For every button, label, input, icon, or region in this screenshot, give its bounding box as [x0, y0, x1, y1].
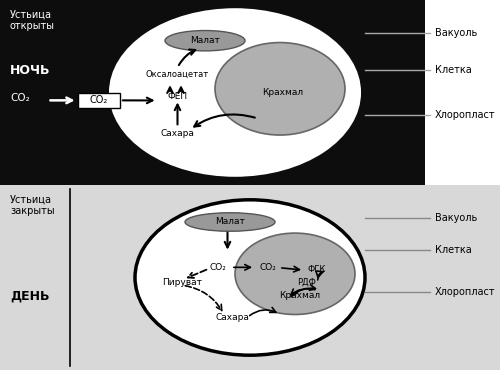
Text: Малат: Малат — [190, 36, 220, 45]
Text: CO₂: CO₂ — [259, 263, 276, 272]
Text: РДФ: РДФ — [298, 278, 316, 287]
Text: CO₂: CO₂ — [90, 95, 108, 105]
Ellipse shape — [215, 43, 345, 135]
Text: ФГК: ФГК — [308, 265, 326, 274]
Text: Устьица
закрыты: Устьица закрыты — [10, 194, 54, 216]
Text: Крахмал: Крахмал — [280, 290, 320, 300]
Text: Устьица
открыты: Устьица открыты — [10, 9, 55, 31]
Text: Малат: Малат — [215, 218, 245, 226]
Bar — [0, 0, 425, 185]
Text: НОЧЬ: НОЧЬ — [10, 64, 50, 77]
Text: Клетка: Клетка — [435, 65, 472, 75]
Text: Вакуоль: Вакуоль — [435, 213, 477, 223]
Text: ФЕП: ФЕП — [168, 92, 188, 101]
Text: Хлоропласт: Хлоропласт — [435, 287, 496, 297]
Text: Клетка: Клетка — [435, 245, 472, 255]
Text: Сахара: Сахара — [160, 129, 194, 138]
Ellipse shape — [135, 200, 365, 355]
Text: ДЕНЬ: ДЕНЬ — [10, 289, 50, 303]
Ellipse shape — [185, 213, 275, 231]
Ellipse shape — [110, 9, 360, 176]
Text: Сахара: Сахара — [216, 313, 250, 322]
Text: CO₂: CO₂ — [10, 93, 30, 103]
Ellipse shape — [165, 30, 245, 51]
Text: Пируват: Пируват — [162, 278, 202, 287]
Text: Оксалоацетат: Оксалоацетат — [146, 70, 209, 78]
Bar — [78, 92, 120, 108]
Text: CO₂: CO₂ — [209, 263, 226, 272]
Text: Крахмал: Крахмал — [262, 88, 303, 97]
Text: Вакуоль: Вакуоль — [435, 28, 477, 38]
Text: Хлоропласт: Хлоропласт — [435, 110, 496, 120]
Ellipse shape — [235, 233, 355, 314]
